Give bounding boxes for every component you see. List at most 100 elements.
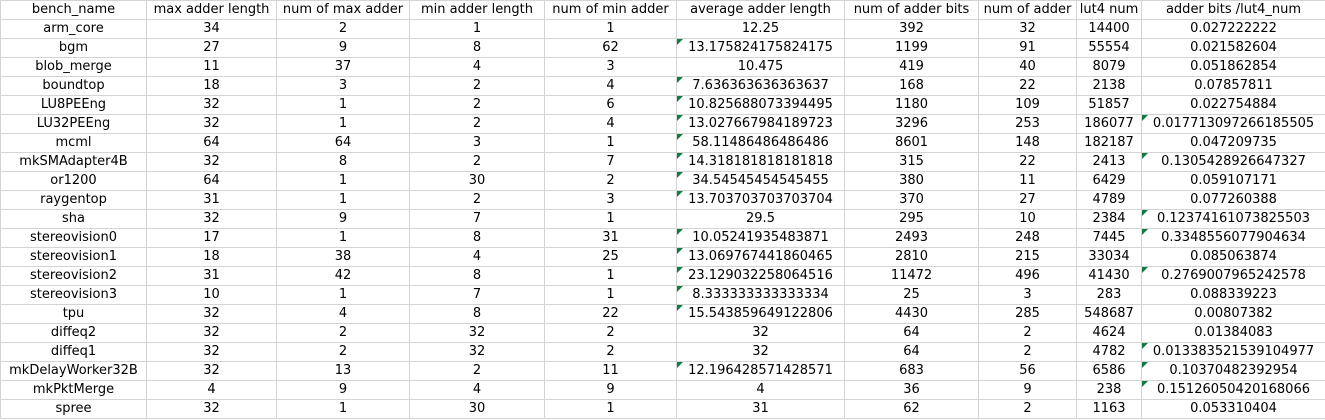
table-cell[interactable]: arm_core: [0, 19, 147, 39]
table-cell[interactable]: bgm: [0, 38, 147, 58]
table-cell[interactable]: 18: [146, 76, 277, 96]
table-cell[interactable]: 6: [544, 95, 677, 115]
table-cell[interactable]: 7: [409, 209, 545, 229]
table-cell[interactable]: 0.1305428926647327: [1141, 152, 1325, 172]
table-cell[interactable]: 9: [978, 380, 1077, 400]
table-cell[interactable]: 8079: [1076, 57, 1142, 77]
table-cell[interactable]: 42: [276, 266, 410, 286]
table-cell[interactable]: 32: [409, 342, 545, 362]
table-cell[interactable]: 30: [409, 171, 545, 191]
table-cell[interactable]: 0.3348556077904634: [1141, 228, 1325, 248]
table-cell[interactable]: 27: [146, 38, 277, 58]
table-cell[interactable]: 109: [978, 95, 1077, 115]
table-cell[interactable]: 10: [146, 285, 277, 305]
table-cell[interactable]: 1: [276, 228, 410, 248]
table-cell[interactable]: 0.088339223: [1141, 285, 1325, 305]
table-cell[interactable]: 17: [146, 228, 277, 248]
table-cell[interactable]: 0.047209735: [1141, 133, 1325, 153]
table-cell[interactable]: 0.01384083: [1141, 323, 1325, 343]
table-cell[interactable]: 0.15126050420168066: [1141, 380, 1325, 400]
table-cell[interactable]: 1: [409, 19, 545, 39]
table-cell[interactable]: diffeq1: [0, 342, 147, 362]
table-cell[interactable]: 2: [409, 190, 545, 210]
table-cell[interactable]: 285: [978, 304, 1077, 324]
table-cell[interactable]: 4789: [1076, 190, 1142, 210]
table-cell[interactable]: 4624: [1076, 323, 1142, 343]
table-cell[interactable]: mcml: [0, 133, 147, 153]
table-cell[interactable]: 22: [978, 152, 1077, 172]
table-cell[interactable]: 8: [409, 266, 545, 286]
table-cell[interactable]: 0.00807382: [1141, 304, 1325, 324]
table-cell[interactable]: 13.069767441860465: [676, 247, 845, 267]
table-cell[interactable]: 2: [978, 342, 1077, 362]
table-cell[interactable]: 12.196428571428571: [676, 361, 845, 381]
table-cell[interactable]: 13.175824175824175: [676, 38, 845, 58]
table-cell[interactable]: 380: [844, 171, 979, 191]
table-cell[interactable]: 283: [1076, 285, 1142, 305]
table-cell[interactable]: 2: [978, 323, 1077, 343]
table-cell[interactable]: 4: [409, 57, 545, 77]
table-cell[interactable]: 496: [978, 266, 1077, 286]
table-cell[interactable]: 0.051862854: [1141, 57, 1325, 77]
table-cell[interactable]: 1: [276, 399, 410, 419]
table-cell[interactable]: 0.085063874: [1141, 247, 1325, 267]
table-cell[interactable]: 4: [409, 380, 545, 400]
table-cell[interactable]: 9: [276, 38, 410, 58]
table-cell[interactable]: diffeq2: [0, 323, 147, 343]
header-cell[interactable]: average adder length: [676, 0, 845, 20]
table-cell[interactable]: 253: [978, 114, 1077, 134]
table-cell[interactable]: blob_merge: [0, 57, 147, 77]
table-cell[interactable]: 64: [844, 342, 979, 362]
header-cell[interactable]: num of adder bits: [844, 0, 979, 20]
table-cell[interactable]: 2: [544, 171, 677, 191]
header-cell[interactable]: min adder length: [409, 0, 545, 20]
table-cell[interactable]: 64: [146, 171, 277, 191]
table-cell[interactable]: 8: [409, 228, 545, 248]
table-cell[interactable]: 1199: [844, 38, 979, 58]
table-cell[interactable]: 32: [146, 114, 277, 134]
table-cell[interactable]: 9: [276, 380, 410, 400]
table-cell[interactable]: 22: [544, 304, 677, 324]
table-cell[interactable]: 4782: [1076, 342, 1142, 362]
table-cell[interactable]: 32: [676, 323, 845, 343]
table-cell[interactable]: 32: [146, 361, 277, 381]
table-cell[interactable]: 25: [844, 285, 979, 305]
table-cell[interactable]: 32: [146, 304, 277, 324]
table-cell[interactable]: 2: [409, 152, 545, 172]
table-cell[interactable]: 2384: [1076, 209, 1142, 229]
table-cell[interactable]: stereovision0: [0, 228, 147, 248]
table-cell[interactable]: 2413: [1076, 152, 1142, 172]
table-cell[interactable]: 64: [276, 133, 410, 153]
table-cell[interactable]: 11: [146, 57, 277, 77]
table-cell[interactable]: spree: [0, 399, 147, 419]
table-cell[interactable]: 15.543859649122806: [676, 304, 845, 324]
table-cell[interactable]: 31: [146, 266, 277, 286]
table-cell[interactable]: tpu: [0, 304, 147, 324]
table-cell[interactable]: 8: [276, 152, 410, 172]
table-cell[interactable]: 2: [978, 399, 1077, 419]
table-cell[interactable]: 3296: [844, 114, 979, 134]
table-cell[interactable]: 2: [409, 114, 545, 134]
table-cell[interactable]: 10.475: [676, 57, 845, 77]
table-cell[interactable]: 3: [544, 57, 677, 77]
header-cell[interactable]: bench_name: [0, 0, 147, 20]
table-cell[interactable]: 7: [544, 152, 677, 172]
table-cell[interactable]: 0.2769007965242578: [1141, 266, 1325, 286]
table-cell[interactable]: 9: [544, 380, 677, 400]
table-cell[interactable]: 0.07857811: [1141, 76, 1325, 96]
table-cell[interactable]: 186077: [1076, 114, 1142, 134]
table-cell[interactable]: 10: [978, 209, 1077, 229]
table-cell[interactable]: 31: [676, 399, 845, 419]
table-cell[interactable]: 2: [409, 76, 545, 96]
table-cell[interactable]: 419: [844, 57, 979, 77]
table-cell[interactable]: 55554: [1076, 38, 1142, 58]
table-cell[interactable]: 27: [978, 190, 1077, 210]
header-cell[interactable]: max adder length: [146, 0, 277, 20]
table-cell[interactable]: 1: [544, 266, 677, 286]
table-cell[interactable]: 37: [276, 57, 410, 77]
table-cell[interactable]: stereovision3: [0, 285, 147, 305]
header-cell[interactable]: adder bits /lut4_num: [1141, 0, 1325, 20]
table-cell[interactable]: mkSMAdapter4B: [0, 152, 147, 172]
table-cell[interactable]: 7445: [1076, 228, 1142, 248]
table-cell[interactable]: mkPktMerge: [0, 380, 147, 400]
